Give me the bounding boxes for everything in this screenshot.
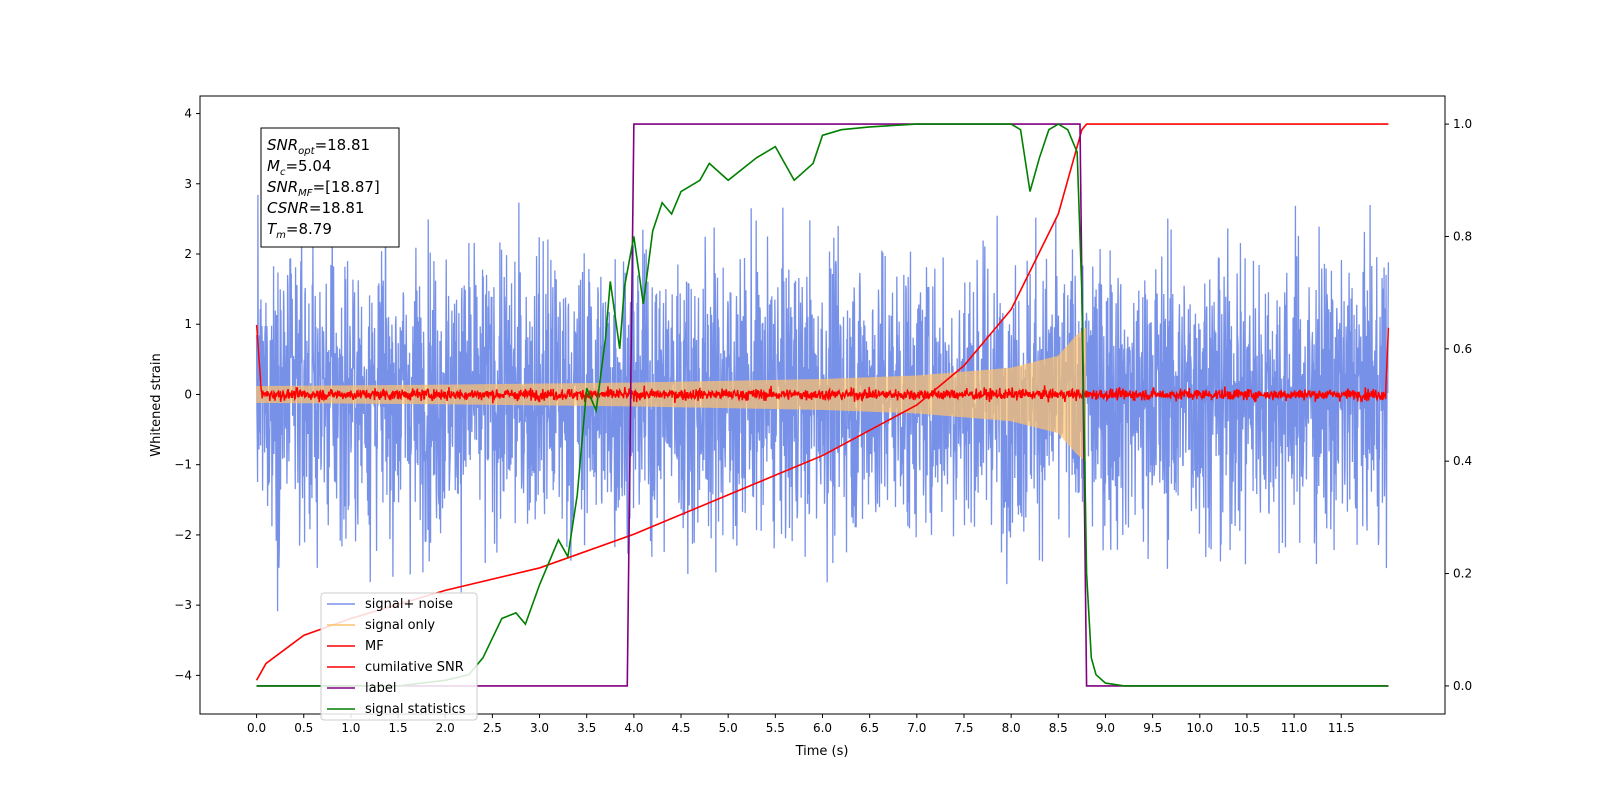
y-axis-left: 4 3 2 1 0 −1 −2 −3 −4 [174,107,200,682]
y-tick-label: −1 [174,458,192,472]
y2-tick-label: 0.0 [1453,679,1472,693]
legend-label: MF [365,639,384,654]
y-tick-label: 1 [184,317,192,331]
x-tick-label: 10.5 [1234,721,1261,735]
x-tick-label: 6.0 [813,721,832,735]
x-tick-label: 7.0 [907,721,926,735]
y-tick-label: 2 [184,247,192,261]
annotation-box: SNRopt=18.81Mc=5.04SNRMF=[18.87]CSNR=18.… [260,127,400,248]
series-mf [255,324,1390,404]
y-tick-label: −3 [174,598,192,612]
annotation-line: SNRMF=[18.87] [267,178,380,199]
x-tick-label: 4.0 [624,721,643,735]
y2-tick-label: 0.4 [1453,454,1472,468]
x-tick-label: 2.0 [436,721,455,735]
y-tick-label: −4 [174,668,192,682]
series-signal-noise [255,149,1390,612]
legend-label: signal only [365,618,435,633]
legend-label: signal statistics [365,702,466,717]
x-tick-label: 11.5 [1328,721,1355,735]
y-tick-label: 3 [184,177,192,191]
x-tick-label: 7.5 [954,721,973,735]
y2-tick-label: 0.6 [1453,342,1472,356]
x-tick-label: 0.0 [247,721,266,735]
y-tick-label: −2 [174,528,192,542]
x-tick-label: 8.0 [1002,721,1021,735]
x-tick-label: 2.5 [483,721,502,735]
y2-tick-label: 0.8 [1453,229,1472,243]
x-tick-label: 3.0 [530,721,549,735]
x-tick-label: 11.0 [1281,721,1308,735]
legend-label: cumilative SNR [365,660,464,675]
x-tick-label: 6.5 [860,721,879,735]
legend-label: label [365,681,396,696]
annotation-line: SNRopt=18.81 [267,136,370,157]
x-tick-label: 5.0 [719,721,738,735]
legend: signal+ noise signal only MF cumilative SNR… [320,592,478,721]
legend-label: signal+ noise [365,597,453,612]
x-axis-label: Time (s) [795,744,849,759]
annotation-frame [260,127,400,248]
x-tick-label: 9.0 [1096,721,1115,735]
y-axis-label: Whitened strain [149,353,164,456]
x-tick-label: 9.5 [1143,721,1162,735]
x-tick-label: 0.5 [294,721,313,735]
x-tick-label: 1.0 [341,721,360,735]
x-tick-label: 3.5 [577,721,596,735]
x-tick-label: 5.5 [766,721,785,735]
x-tick-label: 10.0 [1186,721,1213,735]
legend-frame [320,592,478,721]
x-tick-label: 8.5 [1049,721,1068,735]
annotation-line: Mc=5.04 [267,157,331,178]
annotation-line: CSNR=18.81 [267,199,364,217]
x-tick-label: 1.5 [389,721,408,735]
y-tick-label: 0 [184,387,192,401]
annotation-line: Tm=8.79 [267,220,332,241]
x-axis: 0.0 0.5 1.0 1.5 2.0 2.5 3.0 3.5 4.0 4.5 5.0 5.5 6.0 6… [247,714,1355,735]
y-tick-label: 4 [184,107,192,121]
y2-tick-label: 0.2 [1453,567,1472,581]
y2-tick-label: 1.0 [1453,117,1472,131]
y-axis-right: 1.0 0.8 0.6 0.4 0.2 0.0 [1445,117,1472,693]
x-tick-label: 4.5 [671,721,690,735]
series-signal-statistics [256,123,1389,687]
